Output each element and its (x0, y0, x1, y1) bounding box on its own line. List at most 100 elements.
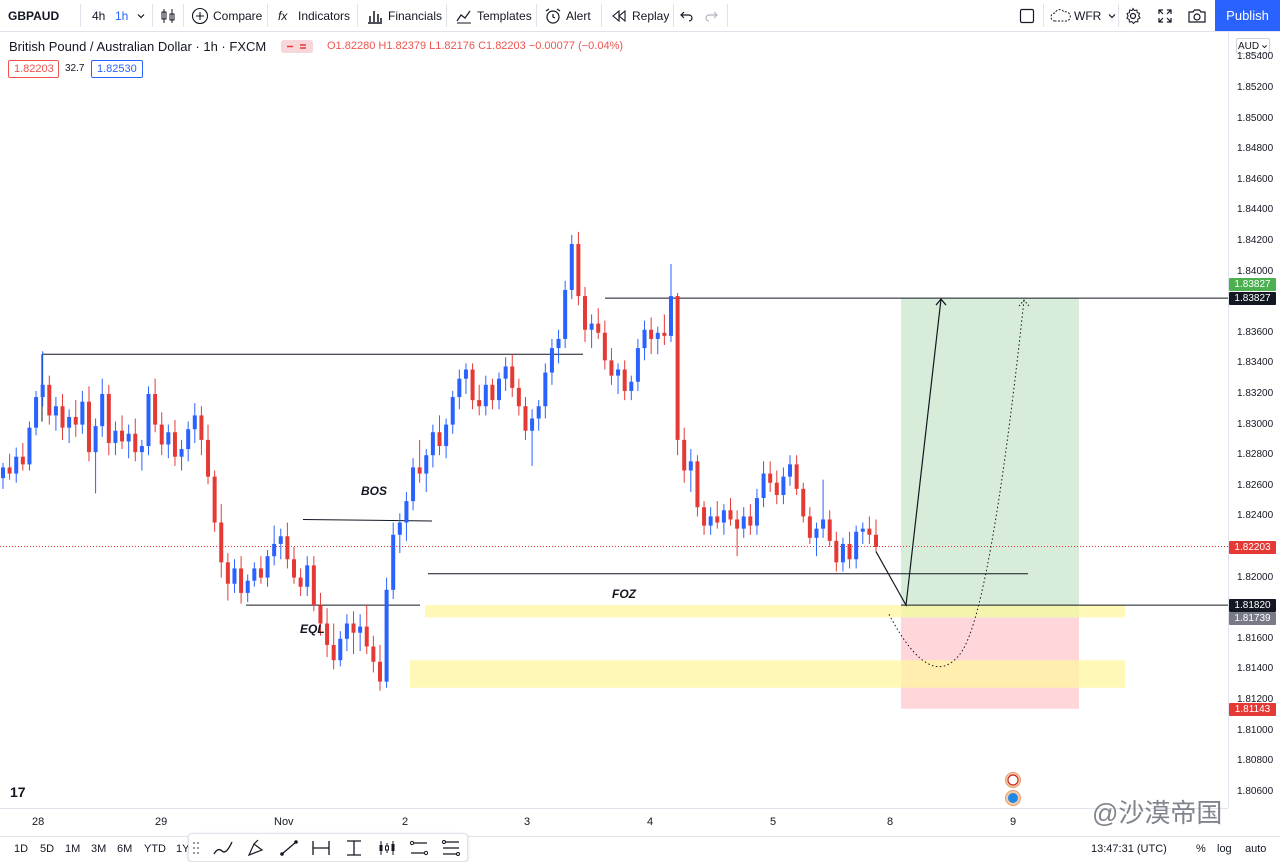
redo-button[interactable] (704, 0, 718, 31)
candle-body (20, 456, 25, 465)
profit-zone (901, 298, 1079, 618)
candle-body (860, 528, 865, 532)
candle (867, 516, 872, 544)
symbol-search-button[interactable]: GBPAUD (8, 8, 60, 23)
range-6m-button[interactable]: 6M (117, 843, 133, 855)
candle-body (225, 562, 230, 584)
candle-body (245, 580, 250, 593)
fib-tool-button[interactable] (440, 839, 462, 857)
candle (411, 458, 416, 511)
foz-label[interactable]: FOZ (612, 587, 637, 601)
candle (523, 397, 528, 440)
drag-handle[interactable] (192, 839, 214, 857)
interval-dropdown-button[interactable] (136, 0, 146, 31)
price-axis[interactable] (1228, 32, 1280, 808)
candle-body (569, 244, 574, 290)
bars-pattern-tool-button[interactable] (376, 839, 398, 857)
range-ytd-button[interactable]: YTD (144, 843, 166, 855)
candle-body (199, 415, 204, 440)
templates-button[interactable]: Templates (455, 0, 532, 31)
candle (556, 329, 561, 364)
interval-1h-button[interactable]: 1h (115, 8, 129, 23)
range-3m-button[interactable]: 3M (91, 843, 107, 855)
alert-button[interactable]: Alert (544, 0, 591, 31)
financials-button[interactable]: Financials (366, 0, 442, 31)
svg-text:fx: fx (278, 9, 288, 23)
settings-button[interactable] (1124, 0, 1142, 31)
candle-body (113, 430, 118, 443)
publish-button[interactable]: Publish (1215, 0, 1280, 31)
alternative-path (888, 300, 1025, 668)
candle (629, 375, 634, 401)
candle (860, 522, 865, 544)
sell-price-button[interactable]: 1.82203 (8, 60, 59, 78)
candle-body (206, 439, 211, 477)
layout-name-button[interactable]: WFR (1050, 0, 1117, 31)
brush-tool-button[interactable] (212, 839, 234, 857)
candle-body (854, 531, 859, 560)
layout-select-button[interactable] (1019, 0, 1035, 31)
price-level-label[interactable]: 1.81143 (1229, 702, 1276, 716)
percent-scale-toggle[interactable]: % (1196, 843, 1206, 855)
log-scale-toggle[interactable]: log (1217, 843, 1232, 855)
trend-line-tool-button[interactable] (278, 839, 300, 857)
utc-clock[interactable]: 13:47:31 (UTC) (1091, 843, 1167, 855)
price-level-label[interactable]: 1.83827 (1229, 277, 1276, 291)
economic-events-icons[interactable] (1004, 771, 1022, 807)
projection-tool-button[interactable] (408, 839, 430, 857)
time-tick: 3 (524, 816, 531, 828)
compare-button[interactable]: Compare (191, 0, 262, 31)
candle (265, 550, 270, 587)
candle (298, 568, 303, 596)
interval-4h-button[interactable]: 4h (92, 8, 106, 23)
price-tick: 1.83000 (1237, 418, 1274, 430)
price-level-label[interactable]: 1.83827 (1229, 292, 1276, 306)
indicators-button[interactable]: fx Indicators (276, 0, 350, 31)
price-range-tool-button[interactable] (343, 839, 365, 857)
candle (371, 635, 376, 673)
price-level-label[interactable]: 1.82203 (1229, 540, 1276, 554)
eql-label[interactable]: EQL (300, 622, 325, 636)
candle (100, 378, 105, 437)
price-level-label[interactable]: 1.81820 (1229, 599, 1276, 613)
alarm-clock-icon (545, 8, 561, 24)
price-tick: 1.85000 (1237, 112, 1274, 124)
candle-body (794, 464, 799, 489)
candle (245, 574, 250, 603)
time-axis[interactable] (0, 808, 1228, 834)
candle (516, 378, 521, 416)
symbol-legend-title[interactable]: British Pound / Australian Dollar · 1h ·… (9, 39, 267, 54)
candle-body (47, 384, 52, 416)
candle-body (543, 372, 548, 407)
indicators-label: Indicators (298, 8, 351, 23)
time-tick: 4 (647, 816, 654, 828)
chart-type-button[interactable] (159, 0, 177, 31)
candle-body (596, 323, 601, 333)
legend-status-badge[interactable] (281, 40, 313, 53)
fullscreen-button[interactable] (1157, 0, 1173, 31)
highlighter-tool-button[interactable] (245, 839, 267, 857)
undo-button[interactable] (680, 0, 694, 31)
candle-body (781, 476, 786, 495)
date-range-tool-button[interactable] (310, 839, 332, 857)
price-level-label[interactable]: 1.81739 (1229, 611, 1276, 625)
range-5d-button[interactable]: 5D (40, 843, 55, 855)
tradingview-logo[interactable]: 17 (10, 784, 26, 800)
range-1m-button[interactable]: 1M (65, 843, 81, 855)
buy-price-button[interactable]: 1.82530 (91, 60, 143, 78)
candle (146, 386, 151, 456)
candle (285, 522, 290, 569)
snapshot-button[interactable] (1187, 0, 1207, 31)
templates-icon (456, 10, 471, 23)
candle (483, 375, 488, 416)
price-chart[interactable]: BOS EQL FOZ (0, 32, 1228, 808)
currency-selector[interactable]: AUD (1236, 38, 1270, 54)
bos-line (302, 518, 433, 522)
range-1d-button[interactable]: 1D (14, 843, 29, 855)
range-1y-button[interactable]: 1Y (176, 843, 190, 855)
bos-label[interactable]: BOS (361, 484, 387, 498)
price-tick: 1.84200 (1237, 235, 1274, 246)
auto-scale-toggle[interactable]: auto (1245, 843, 1267, 855)
candle (821, 479, 826, 538)
replay-button[interactable]: Replay (610, 0, 669, 31)
